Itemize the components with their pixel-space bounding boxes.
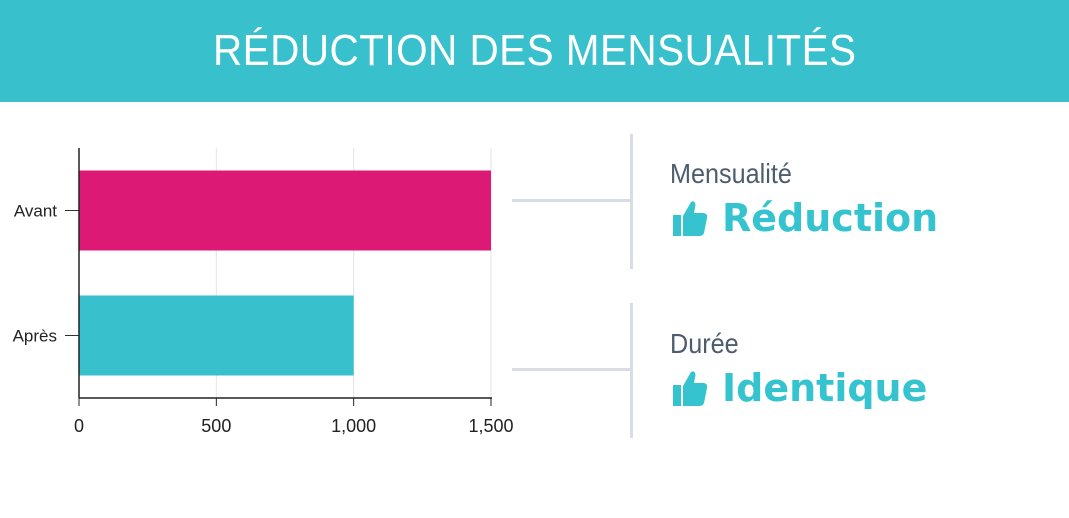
- x-tick-label: 0: [74, 416, 84, 436]
- panel-label: Durée: [670, 328, 739, 359]
- thumbs-up-icon: [673, 201, 708, 236]
- panel-duree: Durée Identique: [670, 328, 927, 410]
- bar-avant: [79, 170, 491, 251]
- panel-mensualite: Mensualité Réduction: [670, 158, 938, 240]
- panel-label: Mensualité: [670, 158, 792, 189]
- connector-line-avant: [512, 199, 631, 202]
- divider-avant: [630, 134, 633, 269]
- x-tick-label: 1,500: [468, 416, 513, 436]
- panel-value-row: Identique: [670, 366, 927, 410]
- divider-apres: [630, 303, 633, 438]
- x-tick-label: 500: [201, 416, 231, 436]
- panel-value: Réduction: [722, 196, 939, 240]
- bar-chart: Avant Après 0 500 1,000 1,500: [13, 148, 514, 436]
- title-banner: RÉDUCTION DES MENSUALITÉS: [0, 0, 1069, 102]
- connector-line-apres: [512, 368, 631, 371]
- bar-apres: [79, 295, 354, 376]
- panel-value-row: Réduction: [670, 196, 938, 240]
- y-tick-label: Après: [13, 327, 57, 346]
- panel-value: Identique: [722, 366, 928, 410]
- page-title: RÉDUCTION DES MENSUALITÉS: [212, 26, 857, 75]
- x-tick-label: 1,000: [331, 416, 376, 436]
- thumbs-up-icon: [673, 371, 708, 406]
- y-tick-label: Avant: [14, 202, 57, 221]
